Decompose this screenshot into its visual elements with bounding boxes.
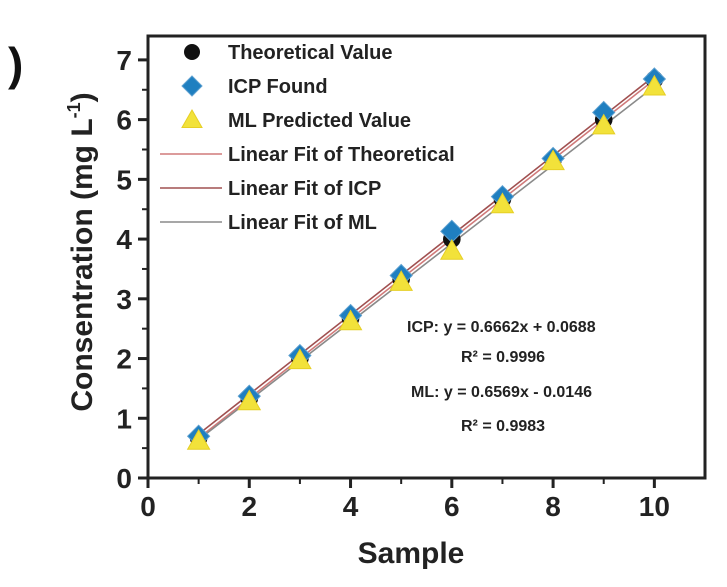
y-tick-label: 5: [116, 164, 132, 195]
x-tick-label: 8: [545, 491, 561, 522]
x-tick-label: 2: [241, 491, 257, 522]
x-tick-label: 6: [444, 491, 460, 522]
x-tick-label: 10: [639, 491, 670, 522]
y-axis-title-superscript: -1: [64, 102, 84, 118]
legend-label: ML Predicted Value: [228, 110, 411, 132]
icp-r-squared: R² = 0.9996: [461, 349, 545, 366]
data-point-triangle: [541, 149, 565, 171]
legend-label: ICP Found: [228, 76, 328, 98]
fit-line: [198, 79, 655, 439]
fit-line: [198, 75, 655, 435]
legend: Theoretical Value ICP Found ML Predicted V…: [160, 42, 455, 234]
ml-r-squared: R² = 0.9983: [461, 418, 545, 435]
y-axis-title: Consentration (mg L-1): [64, 92, 99, 411]
legend-label: Linear Fit of ML: [228, 212, 377, 234]
data-point-triangle: [186, 428, 211, 450]
legend-label: Linear Fit of Theoretical: [228, 144, 455, 166]
data-point-triangle: [642, 74, 667, 96]
data-point-diamond: [181, 75, 203, 97]
y-tick-label: 2: [116, 344, 132, 375]
fit-lines: [198, 75, 655, 441]
data-point-triangle: [591, 113, 616, 135]
y-axis-title-main: Consentration (mg L: [66, 118, 99, 411]
fit-line: [198, 85, 655, 441]
y-tick-label: 3: [116, 284, 132, 315]
axis-ticks: 0 2 4 6 8 10 0 1 2 3 4 5 6 7: [116, 45, 670, 522]
data-point-triangle: [389, 270, 414, 291]
data-point-triangle: [490, 192, 515, 214]
plot-frame: [146, 34, 707, 480]
legend-label: Linear Fit of ICP: [228, 178, 381, 200]
fit-equations: ICP: y = 0.6662x + 0.0688 R² = 0.9996 ML…: [407, 319, 596, 435]
x-tick-label: 0: [140, 491, 156, 522]
y-tick-label: 6: [116, 105, 132, 136]
x-axis-title: Sample: [358, 537, 465, 570]
data-point-triangle: [439, 239, 464, 260]
y-tick-label: 4: [116, 224, 132, 255]
y-tick-label: 1: [116, 403, 132, 434]
y-tick-label: 0: [116, 463, 132, 494]
data-point-circle: [184, 44, 200, 60]
ml-equation: ML: y = 0.6569x - 0.0146: [411, 384, 592, 401]
x-tick-label: 4: [343, 491, 359, 522]
data-point-triangle: [288, 348, 312, 370]
y-axis-title-end: ): [66, 92, 99, 102]
data-point-triangle: [181, 108, 203, 128]
legend-label: Theoretical Value: [228, 42, 393, 64]
icp-equation: ICP: y = 0.6662x + 0.0688: [407, 319, 596, 336]
data-points: [186, 67, 667, 450]
plot-axes: [146, 34, 707, 480]
panel-label: ): [8, 38, 23, 90]
data-point-triangle: [237, 389, 262, 411]
data-point-triangle: [338, 309, 363, 331]
y-tick-label: 7: [116, 45, 132, 76]
